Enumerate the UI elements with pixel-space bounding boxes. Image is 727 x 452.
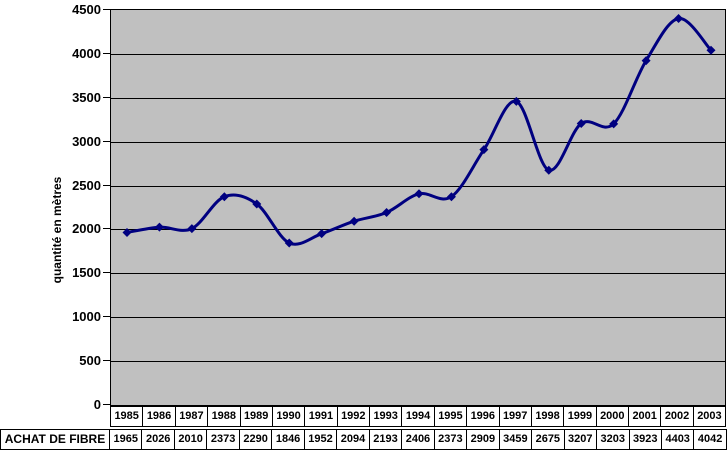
value-cell: 1952 — [303, 429, 338, 450]
y-tick — [103, 272, 110, 273]
gridline — [111, 186, 725, 187]
diamond-marker-icon — [349, 216, 359, 226]
year-cell: 2001 — [628, 406, 662, 427]
value-cell: 4403 — [660, 429, 695, 450]
y-axis-label: 3000 — [72, 133, 101, 149]
diamond-marker-icon — [414, 189, 424, 199]
year-cell: 1986 — [142, 406, 176, 427]
year-cell: 1989 — [239, 406, 273, 427]
data-table-row: ACHAT DE FIBRE 1965 2026 2010 2373 2290 1846 1… — [0, 429, 727, 450]
gridline — [111, 142, 725, 143]
value-cell: 2290 — [238, 429, 273, 450]
series-label: ACHAT DE FIBRE — [0, 429, 110, 450]
y-tick — [103, 316, 110, 317]
diamond-marker-icon — [576, 118, 586, 128]
y-axis-label: 2000 — [72, 221, 101, 237]
gridline — [111, 54, 725, 55]
x-axis-category-row: 1985 1986 1987 1988 1989 1990 1991 1992 1993 1994… — [110, 406, 727, 427]
y-tick — [103, 53, 110, 54]
year-cell: 1995 — [433, 406, 468, 427]
diamond-marker-icon — [317, 229, 327, 239]
plot-area[interactable] — [110, 9, 726, 406]
diamond-marker-icon — [641, 56, 651, 66]
diamond-marker-icon — [187, 224, 197, 234]
year-cell: 2000 — [595, 406, 629, 427]
y-axis-label: 0 — [93, 397, 101, 412]
diamond-marker-icon — [609, 119, 619, 129]
value-cell: 2909 — [466, 429, 500, 450]
year-cell: 1993 — [369, 406, 403, 427]
y-tick — [103, 141, 110, 142]
value-cell: 2026 — [141, 429, 175, 450]
y-axis-ticks — [103, 9, 110, 406]
year-cell: 2003 — [692, 406, 727, 427]
value-cell: 3207 — [563, 429, 598, 450]
diamond-marker-icon — [122, 228, 132, 238]
value-cell: 4042 — [693, 429, 727, 450]
year-cell: 1994 — [401, 406, 435, 427]
diamond-marker-icon — [219, 192, 229, 202]
diamond-marker-icon — [706, 45, 716, 55]
year-cell: 1985 — [110, 406, 144, 427]
value-cell: 3923 — [628, 429, 662, 450]
value-cell: 3203 — [596, 429, 630, 450]
value-cell: 2406 — [401, 429, 435, 450]
line-series — [122, 14, 716, 248]
gridline — [111, 273, 725, 274]
value-cell: 2193 — [368, 429, 403, 450]
y-axis-label: 1000 — [72, 309, 101, 325]
diamond-marker-icon — [479, 145, 489, 155]
y-tick — [103, 360, 110, 361]
y-tick — [103, 404, 110, 405]
y-axis-label: 2500 — [72, 177, 101, 193]
gridline — [111, 229, 725, 230]
value-cell: 2010 — [173, 429, 208, 450]
value-cell: 2373 — [206, 429, 240, 450]
year-cell: 1988 — [207, 406, 241, 427]
y-tick — [103, 185, 110, 186]
diamond-marker-icon — [544, 165, 554, 175]
value-cell: 2675 — [531, 429, 565, 450]
y-axis-label: 3500 — [72, 89, 101, 105]
y-axis-label: 4000 — [72, 45, 101, 61]
diamond-marker-icon — [154, 222, 164, 232]
diamond-marker-icon — [284, 238, 294, 248]
year-cell: 1996 — [466, 406, 500, 427]
value-cell: 3459 — [498, 429, 533, 450]
diamond-marker-icon — [446, 192, 456, 202]
value-cell: 1965 — [109, 429, 143, 450]
gridline — [111, 361, 725, 362]
year-cell: 1987 — [174, 406, 209, 427]
year-cell: 1999 — [563, 406, 597, 427]
series-line — [125, 17, 713, 246]
year-cell: 2002 — [660, 406, 694, 427]
year-cell: 1991 — [304, 406, 338, 427]
gridline — [111, 98, 725, 99]
value-cell: 2373 — [433, 429, 468, 450]
diamond-marker-icon — [511, 96, 521, 106]
year-cell: 1997 — [498, 406, 532, 427]
year-cell: 1998 — [530, 406, 565, 427]
year-cell: 1992 — [336, 406, 370, 427]
y-axis-label: 500 — [79, 353, 101, 369]
diamond-marker-icon — [382, 208, 392, 218]
y-tick — [103, 97, 110, 98]
value-cell: 1846 — [271, 429, 305, 450]
y-axis-label: 4500 — [72, 2, 101, 17]
year-cell: 1990 — [271, 406, 306, 427]
y-tick — [103, 9, 110, 10]
y-axis: 4500 4000 3500 3000 2500 2000 1500 1000 500 0 — [0, 2, 101, 412]
diamond-marker-icon — [252, 199, 262, 209]
gridline — [111, 317, 725, 318]
value-cell: 2094 — [336, 429, 370, 450]
y-axis-label: 1500 — [72, 265, 101, 281]
y-tick — [103, 228, 110, 229]
diamond-marker-icon — [674, 14, 684, 24]
data-table-values: 1965 2026 2010 2373 2290 1846 1952 2094 2193 2406… — [109, 429, 727, 450]
